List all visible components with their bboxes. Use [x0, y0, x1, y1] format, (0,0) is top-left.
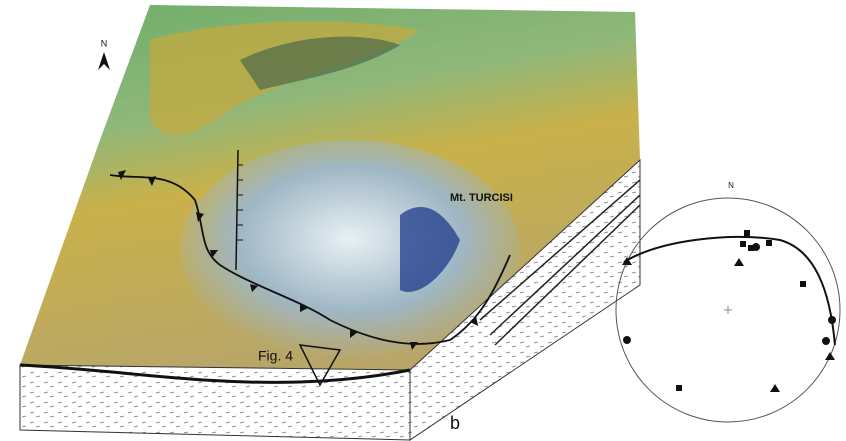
great-circle [624, 237, 835, 345]
block: Mt. TURCISI Fig. 4 b N [20, 5, 640, 440]
figure: Mt. TURCISI Fig. 4 b N N [0, 0, 846, 441]
center-cross [724, 306, 732, 314]
front-face [20, 365, 410, 440]
stereonet: N [616, 181, 840, 422]
north-arrow [98, 52, 110, 70]
panel-label: b [450, 413, 460, 433]
north-label: N [101, 38, 108, 48]
peak-label: Mt. TURCISI [450, 192, 513, 204]
figure-ref: Fig. 4 [258, 348, 293, 364]
net-north: N [728, 181, 734, 190]
